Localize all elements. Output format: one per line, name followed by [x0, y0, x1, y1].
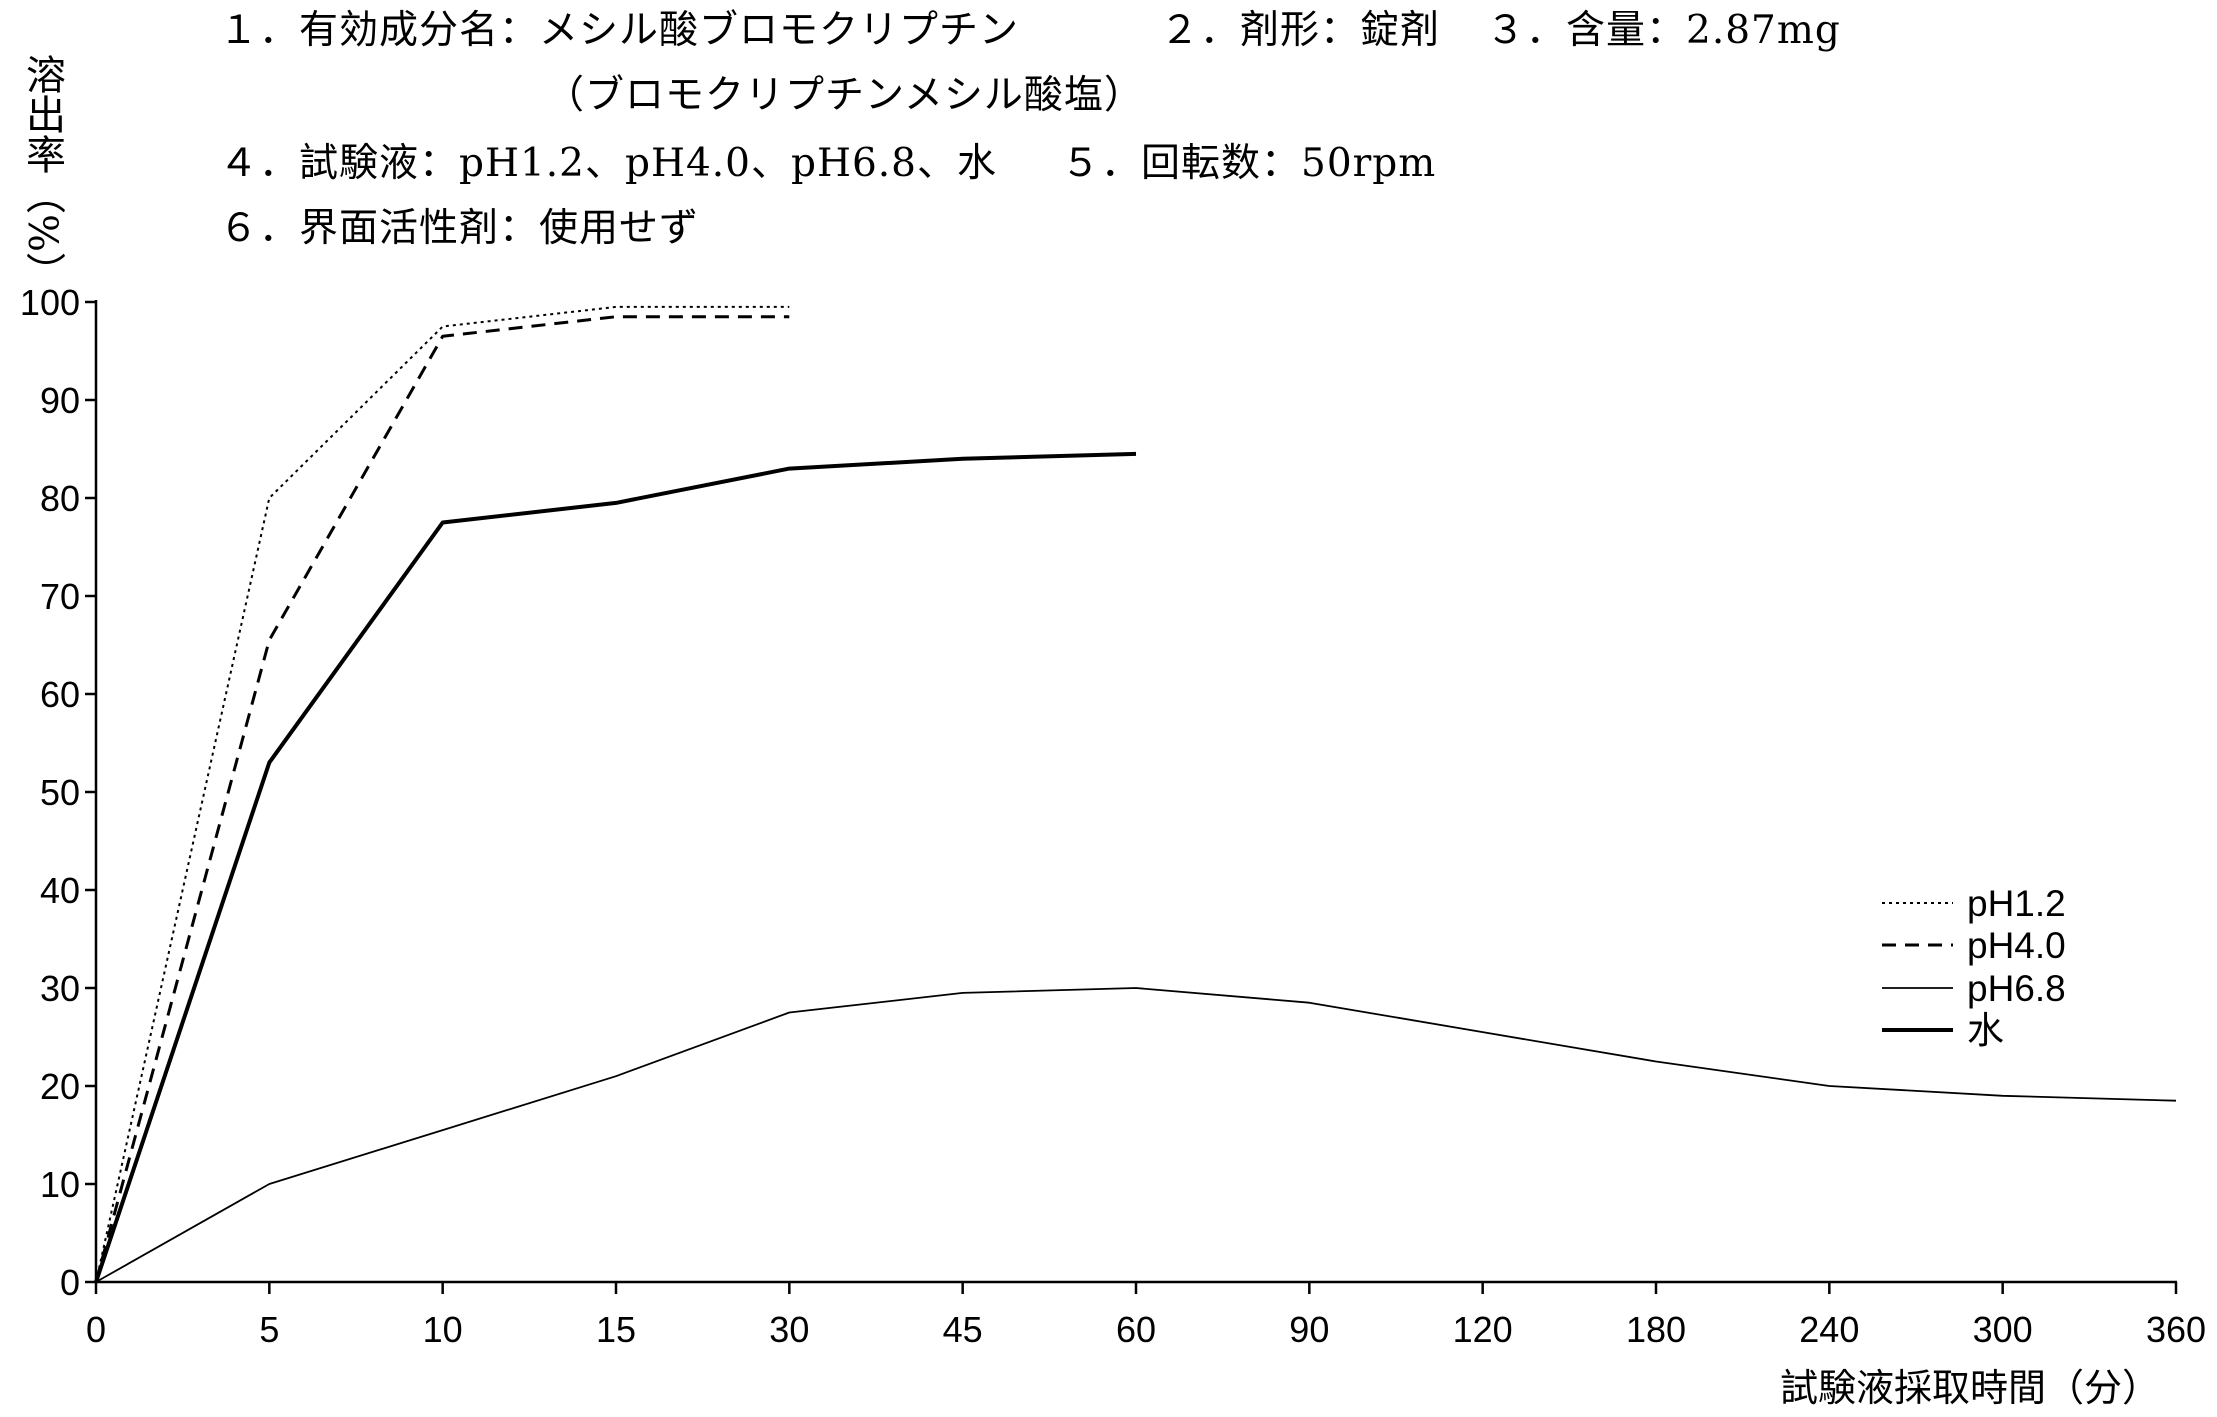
x-tick-label-300: 300: [1973, 1309, 2033, 1350]
y-tick-label-10: 10: [40, 1164, 80, 1205]
header-item-active-ingredient: １．有効成分名：メシル酸ブロモクリプチン: [219, 8, 1020, 53]
x-tick-label-45: 45: [943, 1309, 983, 1350]
x-tick-label-90: 90: [1289, 1309, 1329, 1350]
legend: pH1.2 pH4.0 pH6.8 水: [1882, 883, 2066, 1051]
header-item-test-fluid: ４．試験液：pH1.2、pH4.0、pH6.8、水: [219, 141, 997, 186]
y-tick-label-70: 70: [40, 576, 80, 617]
x-tick-label-10: 10: [423, 1309, 463, 1350]
x-axis-label: 試験液採取時間（分）: [1779, 1366, 2160, 1410]
header-item-surfactant: ６．界面活性剤：使用せず: [219, 206, 700, 251]
y-tick-label-100: 100: [20, 282, 80, 323]
header-item-active-ingredient-note: （ブロモクリプチンメシル酸塩）: [545, 73, 1144, 118]
y-tick-label-40: 40: [40, 870, 80, 911]
series-line-ph6-8: [95, 987, 2177, 1283]
y-tick-label-20: 20: [40, 1066, 80, 1107]
legend-label-ph4-0: pH4.0: [1967, 925, 2066, 966]
x-tick-label-60: 60: [1116, 1309, 1156, 1350]
x-tick-label-30: 30: [769, 1309, 809, 1350]
x-tick-label-120: 120: [1453, 1309, 1513, 1350]
y-tick-label-30: 30: [40, 968, 80, 1009]
x-tick-label-360: 360: [2146, 1309, 2206, 1350]
legend-label-ph1-2: pH1.2: [1967, 883, 2066, 924]
y-axis-label: 溶出率（%）: [19, 54, 65, 293]
x-ticks: 0 5 10 15 30 45 60 90 120 180 240 300 360: [86, 1282, 2206, 1350]
axes: [94, 300, 2177, 1284]
y-tick-label-90: 90: [40, 380, 80, 421]
legend-label-ph6-8: pH6.8: [1967, 968, 2066, 1009]
series-line-ph4-0: [94, 315, 790, 1283]
x-tick-label-5: 5: [259, 1309, 279, 1350]
header-item-rotation-speed: ５．回転数：50rpm: [1061, 141, 1437, 186]
y-ticks: 0 10 20 30 40 50 60 70 80 90 100: [20, 282, 96, 1303]
series-line-s4: [94, 451, 1137, 1283]
x-tick-label-240: 240: [1799, 1309, 1859, 1350]
x-tick-label-0: 0: [86, 1309, 106, 1350]
header-item-dosage-form: ２．剤形：錠剤: [1160, 8, 1441, 53]
legend-label-water: 水: [1967, 1010, 2004, 1051]
series-line-ph1-2: [95, 305, 790, 1283]
header-item-content: ３．含量：2.87mg: [1486, 8, 1841, 53]
series-lines: [94, 305, 2177, 1283]
y-tick-label-0: 0: [60, 1262, 80, 1303]
x-tick-label-180: 180: [1626, 1309, 1686, 1350]
x-tick-label-15: 15: [596, 1309, 636, 1350]
y-tick-label-50: 50: [40, 772, 80, 813]
y-tick-label-60: 60: [40, 674, 80, 715]
y-tick-label-80: 80: [40, 478, 80, 519]
